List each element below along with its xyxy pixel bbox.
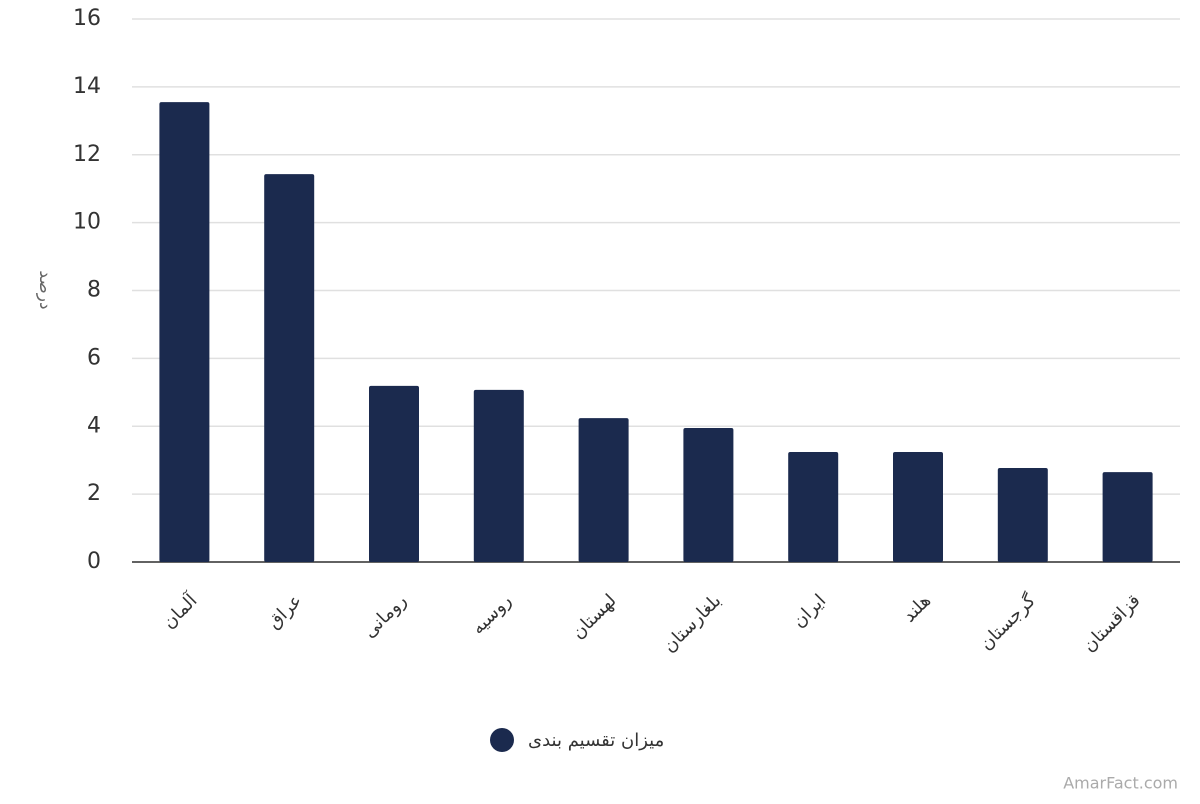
x-tick-label: عراق <box>263 590 306 633</box>
x-tick-label: روسیه <box>467 590 515 638</box>
x-tick-label: قزاقستان <box>1079 590 1145 656</box>
legend-label: میزان تقسیم بندی <box>528 730 664 751</box>
x-tick-label: آلمان <box>157 588 202 633</box>
bar <box>893 452 943 562</box>
bar <box>578 418 629 562</box>
bar <box>1102 472 1153 562</box>
y-tick-label: 6 <box>87 345 101 370</box>
bar <box>159 102 210 562</box>
bar <box>683 427 734 562</box>
bar <box>264 174 315 563</box>
legend-marker <box>490 728 514 752</box>
y-tick-label: 2 <box>87 481 101 506</box>
x-tick-label: ایران <box>788 590 830 632</box>
y-tick-label: 0 <box>87 549 101 574</box>
x-tick-label: گرجستان <box>975 589 1040 654</box>
bar <box>997 467 1048 562</box>
bar <box>369 385 419 562</box>
bar <box>473 389 524 562</box>
x-tick-label: لهستان <box>568 590 621 643</box>
watermark: AmarFact.com <box>1063 774 1178 793</box>
x-tick-label: هلند <box>899 590 935 626</box>
x-tick-label: رومانی <box>359 590 411 642</box>
y-axis-label: درصد <box>35 270 55 309</box>
y-tick-label: 14 <box>73 74 101 99</box>
bar <box>788 452 839 562</box>
y-tick-label: 8 <box>87 278 101 303</box>
y-tick-label: 4 <box>87 413 101 438</box>
y-tick-label: 16 <box>73 6 101 31</box>
y-tick-label: 10 <box>73 210 101 235</box>
y-tick-label: 12 <box>73 142 101 167</box>
x-tick-label: بلغارستان <box>659 590 726 657</box>
